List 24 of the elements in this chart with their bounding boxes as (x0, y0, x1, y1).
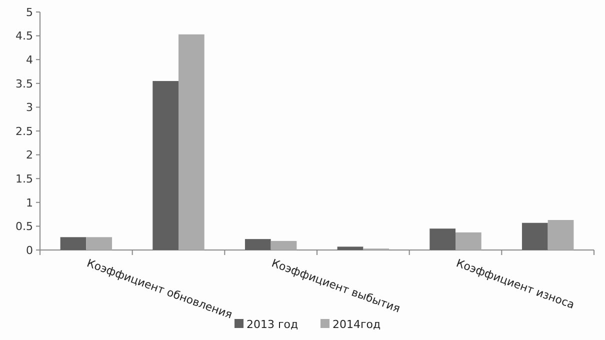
bar (60, 237, 86, 250)
bar (548, 220, 574, 250)
y-tick-label: 1.5 (16, 172, 33, 186)
bar (86, 237, 112, 250)
legend-label: 2013 год (246, 318, 298, 331)
bar (152, 81, 178, 250)
bar (244, 239, 271, 250)
y-tick-label: 2 (26, 148, 33, 162)
bar (430, 228, 456, 250)
y-tick-label: 5 (26, 6, 33, 19)
y-tick-label: 4.5 (16, 30, 33, 43)
y-tick-label: 1 (26, 196, 33, 210)
y-tick-label: 2.5 (16, 124, 33, 138)
y-tick-label: 3 (26, 101, 33, 114)
y-tick-label: 3.5 (16, 77, 33, 90)
y-tick-label: 0 (26, 244, 33, 257)
legend-label: 2014год (332, 318, 382, 331)
bar (522, 222, 548, 250)
bar (178, 34, 204, 250)
y-tick-label: 0.5 (16, 220, 33, 234)
bar (270, 240, 297, 250)
bar (456, 232, 482, 250)
y-tick-label: 4 (26, 53, 33, 66)
bar (337, 246, 364, 250)
